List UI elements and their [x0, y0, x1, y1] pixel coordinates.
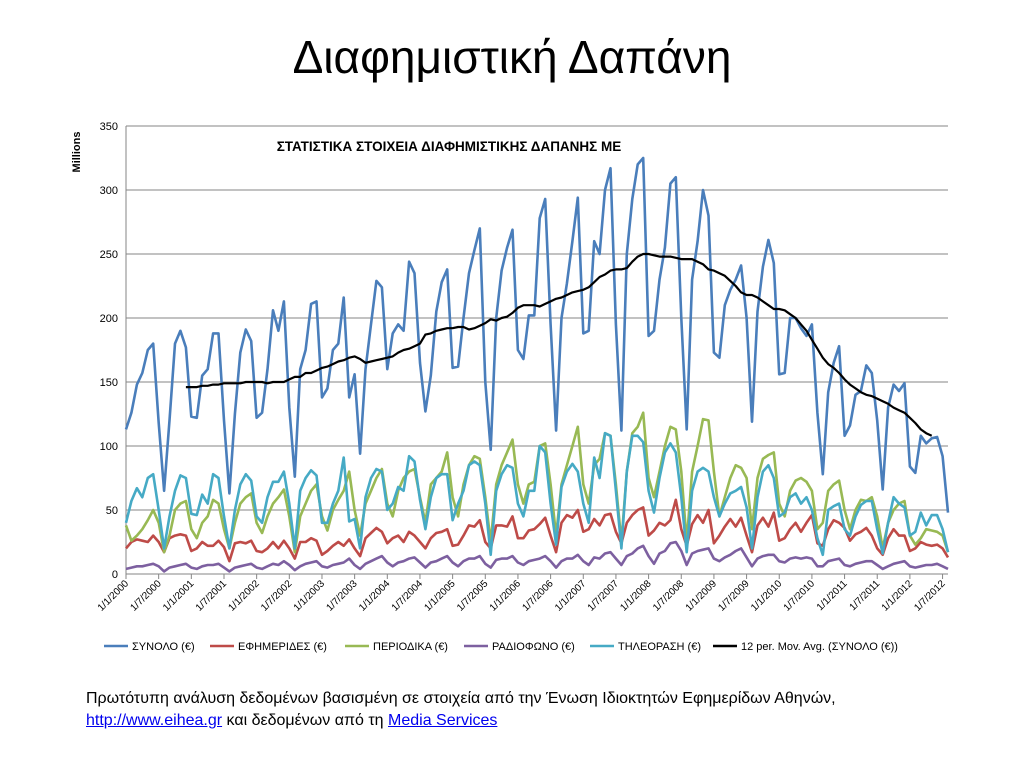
legend-item-total: ΣΥΝΟΛΟ (€): [104, 641, 195, 653]
x-tick-label: 1/7/2008: [651, 578, 687, 614]
y-tick-label: 300: [100, 185, 118, 197]
x-tick-label: 1/7/2005: [455, 578, 491, 614]
legend-label: ΣΥΝΟΛΟ (€): [132, 641, 195, 653]
legend-item-tv: ΤΗΛΕΟΡΑΣΗ (€): [590, 641, 701, 653]
x-tick-label: 1/7/2011: [848, 578, 883, 613]
caption-text-2: και δεδομένων από τη: [222, 712, 389, 729]
x-tick-label: 1/7/2000: [128, 578, 164, 614]
x-tick-label: 1/1/2004: [357, 578, 393, 614]
legend-label: ΤΗΛΕΟΡΑΣΗ (€): [618, 641, 701, 653]
x-tick-label: 1/7/2002: [259, 578, 295, 614]
slide-title: Διαφημιστική Δαπάνη: [292, 31, 732, 83]
y-tick-label: 50: [106, 505, 118, 517]
x-tick-label: 1/1/2008: [618, 578, 654, 614]
x-tick-label: 1/7/2012: [912, 578, 948, 614]
chart-legend: ΣΥΝΟΛΟ (€) ΕΦΗΜΕΡΙΔΕΣ (€) ΠΕΡΙΟΔΙΚΑ (€) ΡΑΔ…: [104, 641, 898, 653]
x-tick-label: 1/7/2003: [324, 578, 360, 614]
legend-item-periodicals: ΠΕΡΙΟΔΙΚΑ (€): [345, 641, 448, 653]
x-tick-label: 1/7/2007: [586, 578, 622, 614]
x-tick-label: 1/7/2009: [716, 578, 752, 614]
y-tick-label: 350: [100, 121, 118, 133]
line-chart: 0501001502002503003501/1/20001/7/20001/1…: [71, 121, 950, 653]
chart-series: [124, 156, 950, 573]
x-tick-label: 1/1/2003: [292, 578, 328, 614]
caption-text: Πρωτότυπη ανάλυση δεδομένων βασισμένη σε…: [86, 690, 836, 707]
x-tick-label: 1/1/2009: [684, 578, 720, 614]
x-tick-label: 1/1/2000: [96, 578, 132, 614]
legend-item-moving-avg: 12 per. Mov. Avg. (ΣΥΝΟΛΟ (€)): [713, 641, 898, 653]
x-tick-label: 1/1/2005: [422, 578, 458, 614]
legend-label: ΕΦΗΜΕΡΙΔΕΣ (€): [238, 641, 327, 653]
legend-label: 12 per. Mov. Avg. (ΣΥΝΟΛΟ (€)): [741, 641, 898, 653]
x-tick-label: 1/1/2006: [488, 578, 524, 614]
x-tick-label: 1/1/2011: [815, 578, 850, 613]
x-tick-label: 1/1/2010: [749, 578, 785, 614]
y-tick-label: 250: [100, 249, 118, 261]
x-tick-label: 1/1/2002: [226, 578, 262, 614]
y-tick-label: 0: [112, 569, 118, 581]
chart-axes: 0501001502002503003501/1/20001/7/20001/1…: [96, 121, 948, 614]
media-services-link[interactable]: Media Services: [388, 712, 498, 729]
y-tick-label: 150: [100, 377, 118, 389]
chart-title: ΣΤΑΤΙΣΤΙΚΑ ΣΤΟΙΧΕΙΑ ΔΙΑΦΗΜΙΣΤΙΚΗΣ ΔΑΠΑΝΗ…: [277, 139, 622, 154]
y-tick-label: 100: [100, 441, 118, 453]
y-tick-label: 200: [100, 313, 118, 325]
legend-label: ΠΕΡΙΟΔΙΚΑ (€): [373, 641, 448, 653]
y-axis-label: Millions: [71, 132, 83, 173]
eihea-link[interactable]: http://www.eihea.gr: [86, 712, 223, 729]
series-line-radio: [125, 540, 949, 573]
legend-item-radio: ΡΑΔΙΟΦΩΝΟ (€): [464, 641, 575, 653]
x-tick-label: 1/7/2004: [390, 578, 426, 614]
series-line-moving-avg: [185, 252, 933, 437]
x-tick-label: 1/1/2001: [161, 578, 197, 614]
series-line-total: [124, 156, 950, 513]
x-tick-label: 1/7/2006: [520, 578, 556, 614]
source-caption: Πρωτότυπη ανάλυση δεδομένων βασισμένη σε…: [86, 688, 986, 732]
x-tick-label: 1/1/2007: [553, 578, 589, 614]
series-line-newspapers: [125, 498, 950, 563]
x-tick-label: 1/1/2012: [880, 578, 916, 614]
series-line-tv: [124, 431, 950, 557]
x-tick-label: 1/7/2001: [194, 578, 230, 614]
legend-item-newspapers: ΕΦΗΜΕΡΙΔΕΣ (€): [210, 641, 327, 653]
x-tick-label: 1/7/2010: [782, 578, 818, 614]
legend-label: ΡΑΔΙΟΦΩΝΟ (€): [492, 641, 575, 653]
